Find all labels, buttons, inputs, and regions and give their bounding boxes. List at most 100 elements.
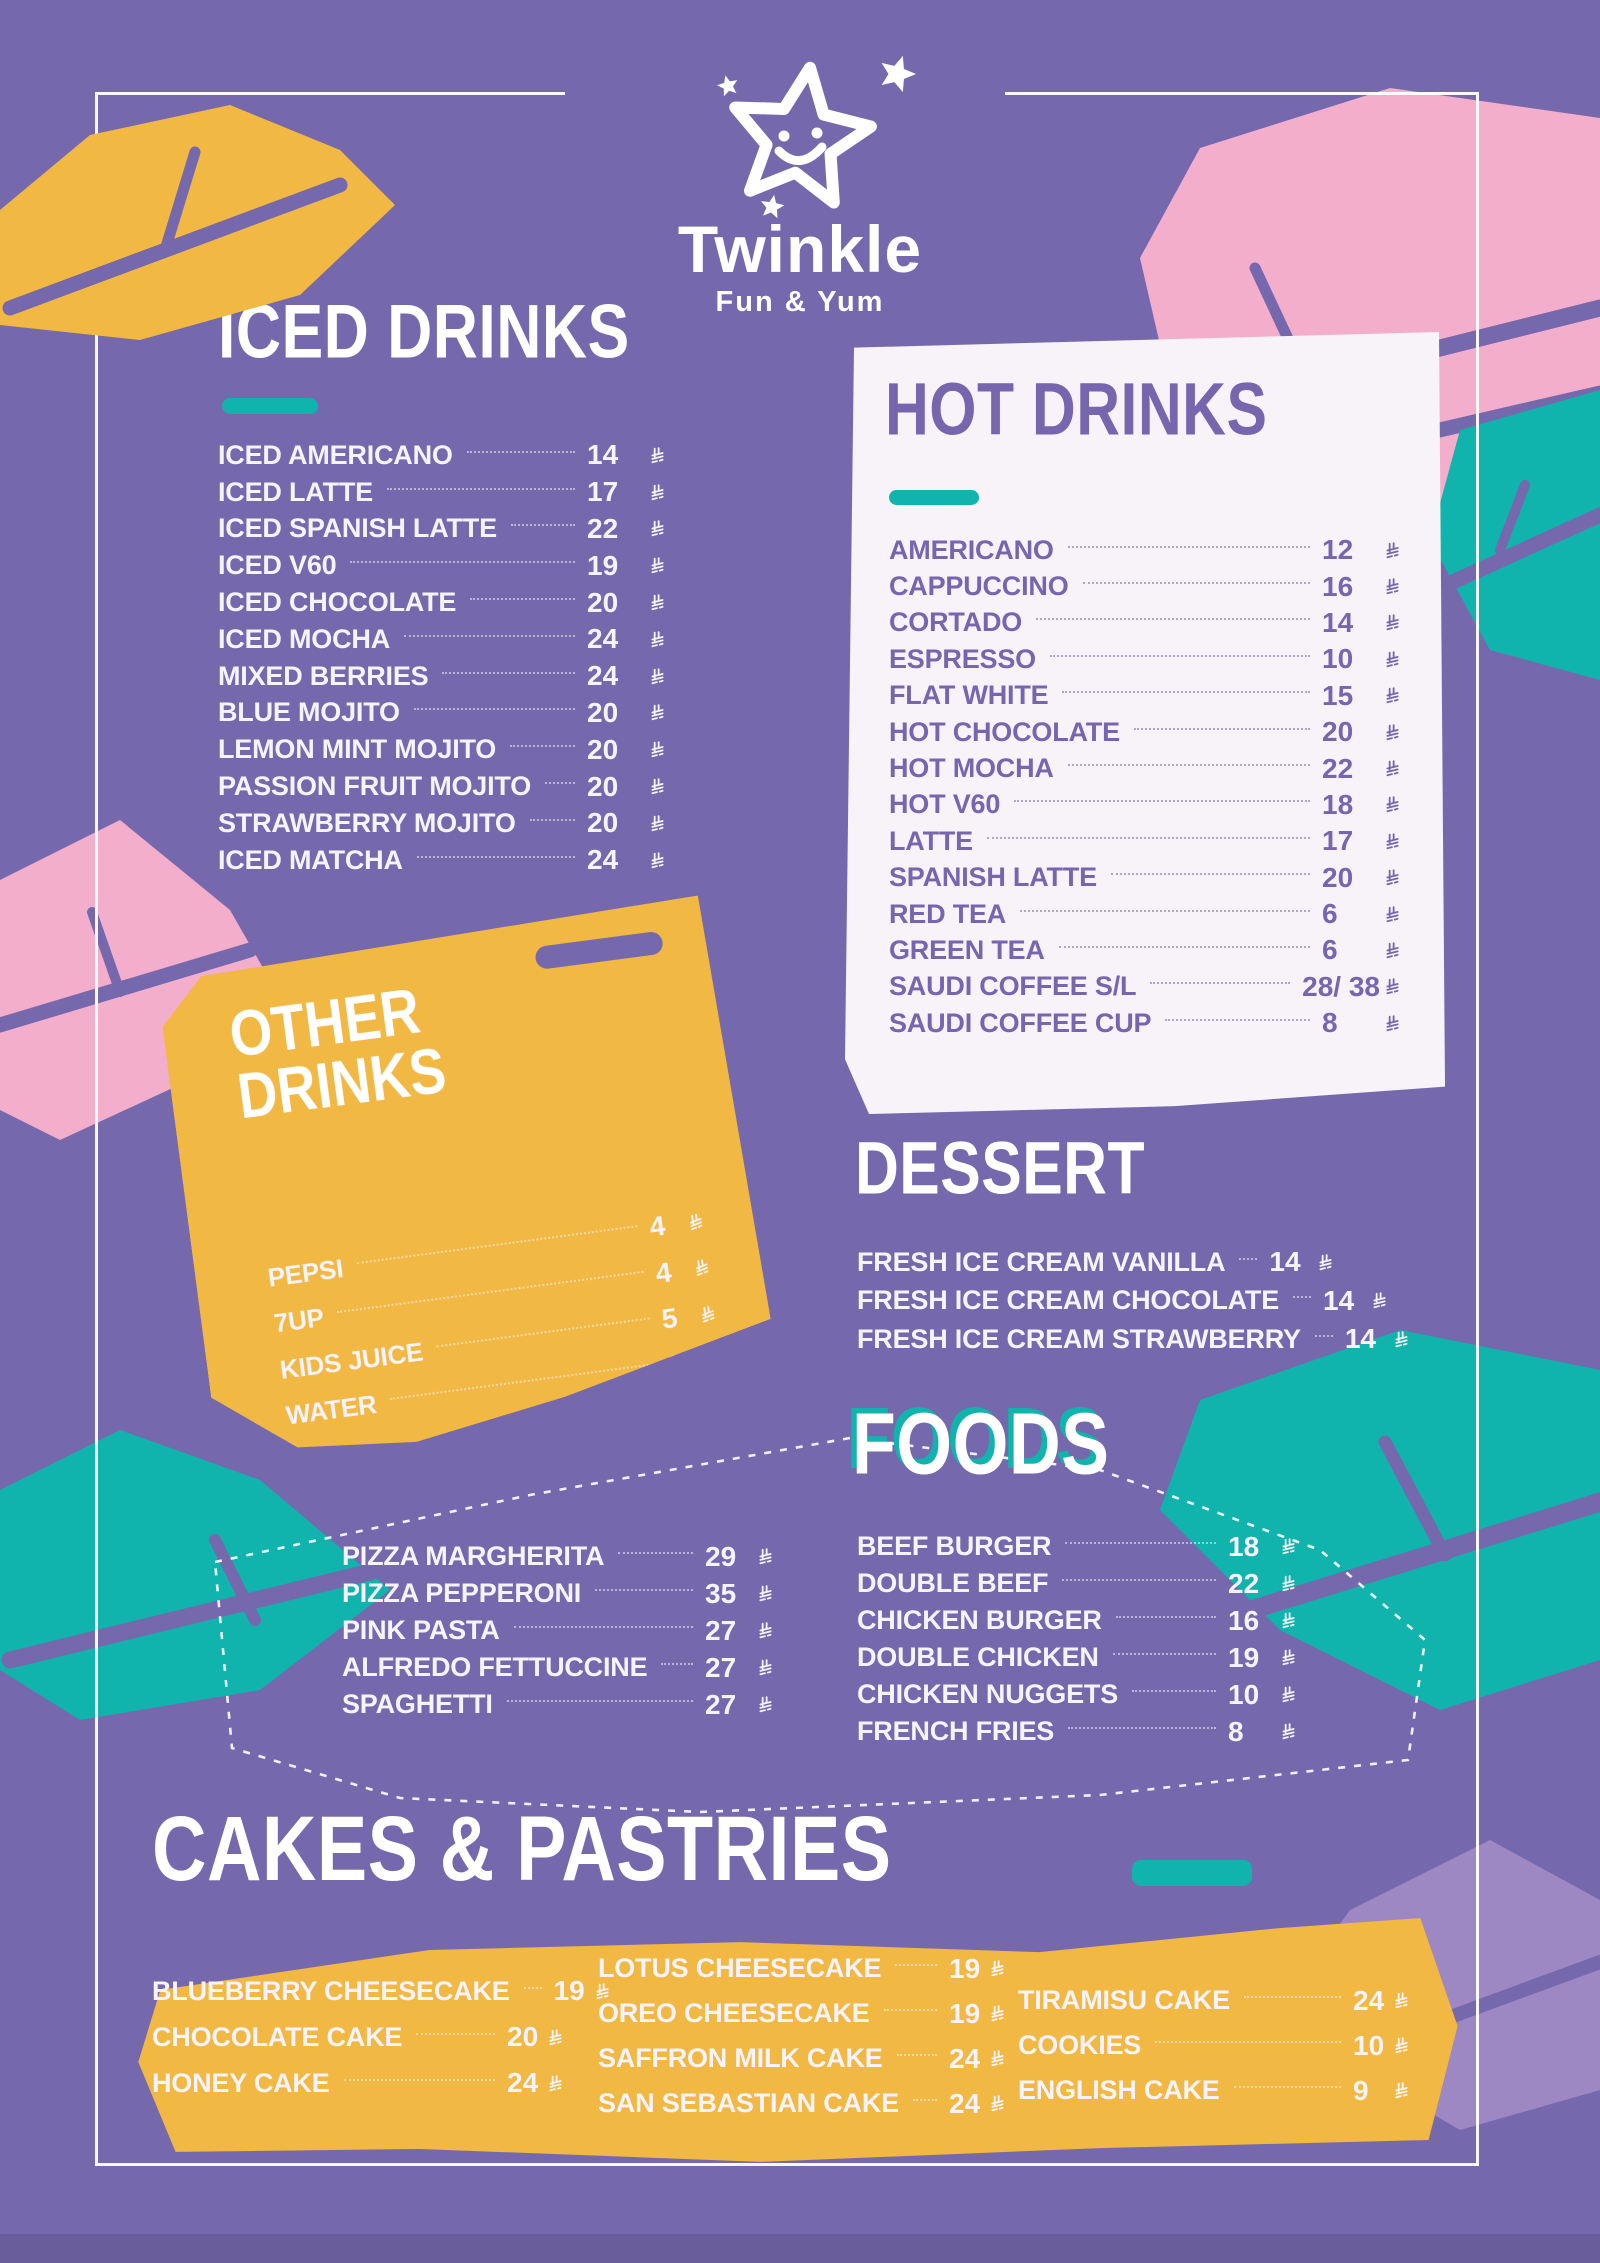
leader-dots bbox=[404, 634, 575, 637]
item-price: 14 bbox=[1269, 1246, 1301, 1278]
leader-dots bbox=[529, 818, 575, 821]
item-name: SAN SEBASTIAN CAKE bbox=[598, 2088, 899, 2118]
item-name: BEEF BURGER bbox=[857, 1531, 1052, 1561]
leader-dots bbox=[1020, 909, 1310, 912]
item-name: SPAGHETTI bbox=[342, 1689, 493, 1719]
item-price: 24 bbox=[587, 623, 619, 655]
riyal-currency-icon bbox=[991, 2005, 1004, 2022]
riyal-currency-icon bbox=[991, 2095, 1004, 2112]
other-drinks-list: PEPSI 4 7UP 4 KIDS JUICE 5 bbox=[265, 1198, 726, 1440]
menu-item: LATTE 17 bbox=[889, 823, 1401, 859]
item-name: ICED MOCHA bbox=[218, 623, 390, 654]
leader-dots bbox=[1058, 945, 1310, 948]
leader-dots bbox=[350, 561, 575, 564]
menu-item: FRESH ICE CREAM STRAWBERRY 14 bbox=[857, 1320, 1408, 1359]
item-price: 20 bbox=[587, 586, 619, 618]
item-price: 27 bbox=[705, 1614, 737, 1646]
leader-dots bbox=[413, 708, 575, 711]
item-name: LOTUS CHEESECAKE bbox=[598, 1953, 882, 1983]
menu-item: PIZZA PEPPERONI 35 bbox=[342, 1575, 774, 1612]
item-price: 6 bbox=[1322, 898, 1338, 930]
leader-dots bbox=[1314, 1334, 1333, 1337]
item-price: 14 bbox=[1322, 606, 1354, 638]
riyal-currency-icon bbox=[651, 667, 664, 684]
item-name: RED TEA bbox=[889, 898, 1007, 929]
leader-dots bbox=[1062, 1579, 1216, 1581]
menu-item: ENGLISH CAKE 9 bbox=[1018, 2068, 1410, 2113]
riyal-currency-icon bbox=[1282, 1538, 1295, 1555]
leader-dots bbox=[883, 2009, 937, 2011]
item-name: ICED V60 bbox=[218, 550, 337, 581]
leader-dots bbox=[523, 1986, 542, 1989]
leader-dots bbox=[513, 1626, 693, 1628]
item-price: 22 bbox=[1228, 1567, 1260, 1599]
item-name: PINK PASTA bbox=[342, 1615, 500, 1645]
item-price: 6 bbox=[1322, 934, 1338, 966]
item-price: 24 bbox=[1353, 1984, 1385, 2016]
item-price: 35 bbox=[705, 1577, 737, 1609]
leader-dots bbox=[1014, 800, 1310, 803]
menu-item: PIZZA MARGHERITA 29 bbox=[342, 1538, 774, 1575]
item-name: ENGLISH CAKE bbox=[1018, 2075, 1220, 2105]
leaf-teal-right bbox=[1430, 390, 1600, 680]
item-name: SAUDI COFFEE CUP bbox=[889, 1007, 1152, 1038]
leader-dots bbox=[442, 671, 575, 674]
leader-dots bbox=[1036, 618, 1310, 621]
riyal-currency-icon bbox=[651, 631, 664, 648]
riyal-currency-icon bbox=[1282, 1686, 1295, 1703]
hot-drinks-list: AMERICANO 12 CAPPUCCINO 16 CORTADO 14 bbox=[889, 532, 1401, 1041]
menu-item: RED TEA 6 bbox=[889, 896, 1401, 932]
menu-item: ESPRESSO 10 bbox=[889, 641, 1401, 677]
item-name: DOUBLE CHICKEN bbox=[857, 1642, 1099, 1672]
riyal-currency-icon bbox=[1386, 578, 1399, 595]
item-price: 19 bbox=[949, 1952, 981, 1984]
riyal-currency-icon bbox=[651, 483, 664, 500]
star-logo-icon bbox=[717, 55, 916, 219]
menu-item: PASSION FRUIT MOJITO 20 bbox=[218, 768, 666, 805]
menu-item: ICED SPANISH LATTE 22 bbox=[218, 511, 666, 548]
item-name: GREEN TEA bbox=[889, 934, 1045, 965]
item-price: 17 bbox=[587, 476, 619, 508]
item-price: 12 bbox=[1322, 534, 1354, 566]
item-name: WATER bbox=[284, 1389, 379, 1431]
riyal-currency-icon bbox=[1395, 2082, 1408, 2099]
item-name: SAUDI COFFEE S/L bbox=[889, 971, 1137, 1002]
riyal-currency-icon bbox=[651, 778, 664, 795]
item-price: 14 bbox=[1323, 1284, 1355, 1316]
riyal-currency-icon bbox=[651, 815, 664, 832]
brand-name: Twinkle bbox=[677, 212, 923, 286]
item-name: FRESH ICE CREAM VANILLA bbox=[857, 1246, 1226, 1277]
item-price: 8 bbox=[1228, 1715, 1244, 1747]
item-name: SAFFRON MILK CAKE bbox=[598, 2043, 883, 2073]
item-price: 24 bbox=[949, 2087, 981, 2119]
item-price: 4 bbox=[653, 1256, 674, 1289]
item-price: 18 bbox=[1228, 1530, 1260, 1562]
item-name: CHOCOLATE CAKE bbox=[152, 2021, 403, 2052]
menu-item: AMERICANO 12 bbox=[889, 532, 1401, 568]
item-name: PASSION FRUIT MOJITO bbox=[218, 771, 532, 802]
leader-dots bbox=[896, 2054, 937, 2056]
item-name: DOUBLE BEEF bbox=[857, 1568, 1049, 1598]
leader-dots bbox=[1132, 1690, 1216, 1692]
iced-drinks-underline bbox=[222, 398, 318, 414]
cakes-title: CAKES & PASTRIES bbox=[152, 1798, 892, 1901]
riyal-currency-icon bbox=[759, 1696, 772, 1713]
riyal-currency-icon bbox=[1319, 1254, 1332, 1271]
item-price: 16 bbox=[1228, 1604, 1260, 1636]
leader-dots bbox=[1110, 873, 1310, 876]
leader-dots bbox=[506, 1700, 693, 1702]
hot-drinks-title: HOT DRINKS bbox=[885, 367, 1268, 451]
item-name: CHICKEN BURGER bbox=[857, 1605, 1102, 1635]
menu-item: ICED AMERICANO 14 bbox=[218, 437, 666, 474]
item-name: ICED MATCHA bbox=[218, 844, 403, 875]
riyal-currency-icon bbox=[1282, 1575, 1295, 1592]
item-price: 20 bbox=[587, 770, 619, 802]
leader-dots bbox=[510, 745, 575, 748]
menu-item: CORTADO 14 bbox=[889, 605, 1401, 641]
leader-dots bbox=[1062, 691, 1310, 694]
page-frame-top-right bbox=[1005, 92, 1477, 95]
menu-item: HONEY CAKE 24 bbox=[152, 2060, 564, 2106]
item-name: PIZZA PEPPERONI bbox=[342, 1578, 582, 1608]
item-price: 15 bbox=[1322, 679, 1354, 711]
riyal-currency-icon bbox=[1386, 541, 1399, 558]
